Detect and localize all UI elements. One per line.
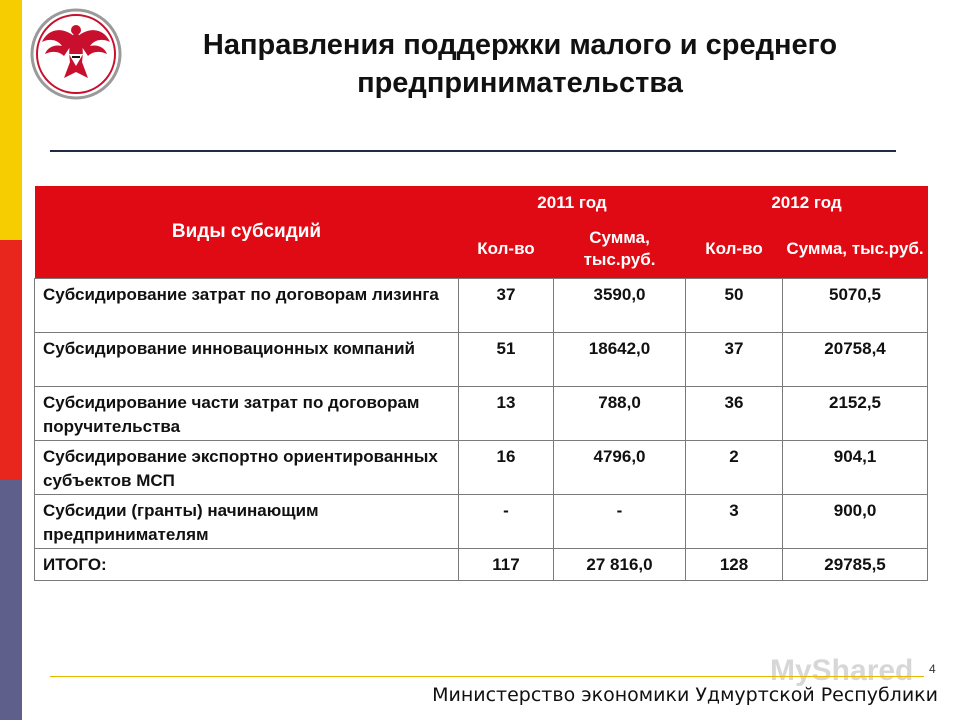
- row-count-2012: 2: [685, 440, 784, 495]
- header-year-2011: 2011 год: [458, 186, 686, 220]
- row-name: Субсидирование экспортно ориентированных…: [34, 440, 459, 495]
- table-row: Субсидирование инновационных компаний 51…: [34, 332, 929, 387]
- row-sum-2012: 20758,4: [782, 332, 929, 387]
- watermark: MyShared: [770, 654, 914, 687]
- total-sum-2012: 29785,5: [782, 548, 929, 581]
- row-name: Субсидии (гранты) начинающим предпринима…: [34, 494, 459, 549]
- row-count-2012: 36: [685, 386, 784, 441]
- row-sum-2012: 904,1: [782, 440, 929, 495]
- header-row-years: Виды субсидий 2011 год 2012 год: [34, 186, 928, 279]
- stripe-red: [0, 240, 22, 480]
- row-sum-2011: 3590,0: [552, 278, 687, 333]
- total-row: ИТОГО: 117 27 816,0 128 29785,5: [34, 548, 929, 581]
- row-sum-2011: 18642,0: [552, 332, 687, 387]
- table-row: Субсидии (гранты) начинающим предпринима…: [34, 494, 929, 549]
- stripe-yellow: [0, 0, 22, 240]
- table-row: Субсидирование экспортно ориентированных…: [34, 440, 929, 495]
- row-count-2012: 37: [685, 332, 784, 387]
- subsidies-table: Виды субсидий 2011 год 2012 год Кол-во С…: [34, 186, 929, 581]
- header-sum-2012: Сумма, тыс.руб.: [782, 220, 928, 279]
- row-sum-2011: 788,0: [552, 386, 687, 441]
- total-count-2011: 117: [458, 548, 554, 581]
- row-name: Субсидирование части затрат по договорам…: [34, 386, 459, 441]
- row-name: Субсидирование инновационных компаний: [34, 332, 459, 387]
- footer-divider: [50, 676, 924, 677]
- row-name: Субсидирование затрат по договорам лизин…: [34, 278, 459, 333]
- header-row-columns: Кол-во Сумма, тыс.руб. Кол-во Сумма, тыс…: [35, 220, 928, 279]
- row-count-2011: 13: [458, 386, 554, 441]
- header-kind: Виды субсидий: [34, 186, 459, 279]
- table-row: Субсидирование затрат по договорам лизин…: [34, 278, 929, 333]
- header-count-2012: Кол-во: [685, 220, 783, 279]
- udmurtia-emblem-icon: [30, 8, 122, 100]
- stripe-purple: [0, 480, 22, 720]
- total-sum-2011: 27 816,0: [552, 548, 687, 581]
- total-count-2012: 128: [685, 548, 784, 581]
- header-count-2011: Кол-во: [458, 220, 554, 279]
- title-divider: [50, 150, 896, 152]
- row-count-2011: 37: [458, 278, 554, 333]
- row-sum-2011: 4796,0: [552, 440, 687, 495]
- row-count-2012: 50: [685, 278, 784, 333]
- table-row: Субсидирование части затрат по договорам…: [34, 386, 929, 441]
- row-sum-2012: 2152,5: [782, 386, 929, 441]
- row-sum-2011: -: [552, 494, 687, 549]
- header-year-2012: 2012 год: [685, 186, 928, 220]
- row-sum-2012: 5070,5: [782, 278, 929, 333]
- row-count-2011: 51: [458, 332, 554, 387]
- row-count-2011: -: [458, 494, 554, 549]
- row-count-2012: 3: [685, 494, 784, 549]
- page-title: Направления поддержки малого и среднего …: [202, 29, 838, 99]
- header-sum-2011: Сумма, тыс.руб.: [553, 220, 686, 279]
- row-sum-2012: 900,0: [782, 494, 929, 549]
- total-label: ИТОГО:: [34, 548, 459, 581]
- footer-ministry: Министерство экономики Удмуртской Респуб…: [432, 684, 938, 706]
- row-count-2011: 16: [458, 440, 554, 495]
- page-number: 4: [929, 662, 936, 676]
